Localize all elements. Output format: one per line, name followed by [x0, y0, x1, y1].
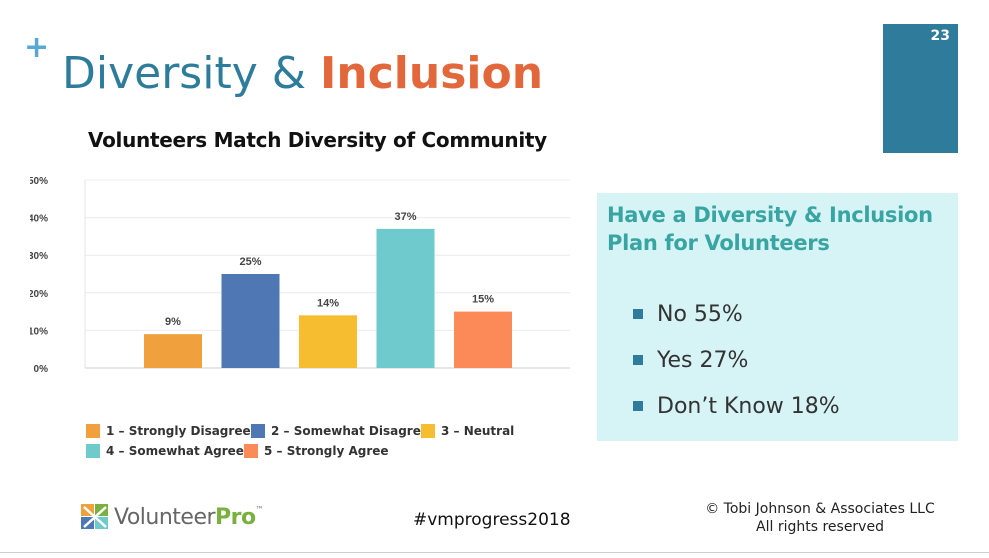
- data-label: 37%: [394, 211, 416, 223]
- page-number-box: 23: [883, 24, 958, 153]
- data-label: 25%: [239, 256, 261, 268]
- copyright-line2: All rights reserved: [700, 518, 940, 536]
- callout-item-label: Yes 27%: [657, 348, 748, 373]
- page-number: 23: [931, 28, 950, 44]
- bar: [299, 315, 357, 368]
- slide-title-part1: Diversity &: [62, 48, 320, 99]
- legend-item: 2 – Somewhat Disagree: [251, 424, 429, 438]
- legend-item: 1 – Strongly Disagree: [86, 424, 251, 438]
- legend-swatch: [251, 424, 265, 438]
- chart-title: Volunteers Match Diversity of Community: [88, 128, 547, 152]
- logo-text-accent: Pro: [215, 505, 256, 530]
- data-label: 15%: [472, 294, 494, 306]
- callout-list: No 55% Yes 27% Don’t Know 18%: [633, 291, 840, 429]
- y-tick-label: 30%: [30, 251, 48, 262]
- plus-icon: +: [24, 33, 49, 63]
- callout-item: Don’t Know 18%: [633, 383, 840, 429]
- callout-item-label: No 55%: [657, 302, 743, 327]
- bar: [454, 312, 512, 368]
- bar-chart: 0% 10% 20% 30% 40% 50% 9% 25% 14% 37% 15%: [30, 168, 575, 380]
- square-bullet-icon: [633, 401, 643, 411]
- legend-label: 4 – Somewhat Agree: [106, 444, 244, 458]
- legend-swatch: [421, 424, 435, 438]
- square-bullet-icon: [633, 309, 643, 319]
- bar: [222, 274, 280, 368]
- logo-trademark: ™: [256, 505, 264, 514]
- legend-item: 4 – Somewhat Agree: [86, 444, 244, 458]
- hashtag: #vmprogress2018: [413, 510, 571, 530]
- callout-item: No 55%: [633, 291, 840, 337]
- callout-title: Have a Diversity & Inclusion Plan for Vo…: [607, 201, 947, 257]
- legend-label: 3 – Neutral: [441, 424, 514, 438]
- legend-item: 3 – Neutral: [421, 424, 514, 438]
- legend-swatch: [86, 424, 100, 438]
- y-tick-label: 50%: [30, 176, 48, 187]
- y-tick-label: 10%: [30, 326, 48, 337]
- square-bullet-icon: [633, 355, 643, 365]
- bar: [144, 334, 202, 368]
- logo-text: VolunteerPro™: [114, 505, 263, 530]
- callout-item: Yes 27%: [633, 337, 840, 383]
- y-tick-label: 0%: [34, 364, 49, 375]
- legend-swatch: [244, 444, 258, 458]
- legend-swatch: [86, 444, 100, 458]
- volunteerpro-logo-icon: [80, 503, 110, 531]
- legend-item: 5 – Strongly Agree: [244, 444, 389, 458]
- copyright-line1: © Tobi Johnson & Associates LLC: [700, 500, 940, 518]
- data-label: 14%: [317, 297, 339, 309]
- legend-label: 2 – Somewhat Disagree: [271, 424, 429, 438]
- bar: [377, 229, 435, 368]
- callout-item-label: Don’t Know 18%: [657, 394, 840, 419]
- legend-label: 5 – Strongly Agree: [264, 444, 389, 458]
- legend-label: 1 – Strongly Disagree: [106, 424, 251, 438]
- bottom-divider: [0, 552, 989, 553]
- y-tick-label: 20%: [30, 289, 48, 300]
- copyright: © Tobi Johnson & Associates LLC All righ…: [700, 500, 940, 536]
- callout-panel: Have a Diversity & Inclusion Plan for Vo…: [597, 193, 958, 441]
- logo-text-main: Volunteer: [114, 505, 215, 530]
- slide-title-part2: Inclusion: [320, 48, 543, 99]
- slide-title: Diversity & Inclusion: [62, 48, 543, 100]
- volunteerpro-logo: VolunteerPro™: [80, 503, 263, 531]
- data-label: 9%: [165, 316, 181, 328]
- y-tick-label: 40%: [30, 214, 48, 225]
